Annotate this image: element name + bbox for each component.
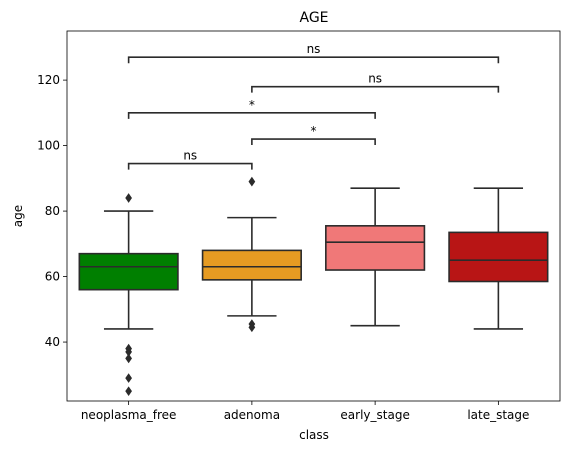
box-late_stage (448, 187, 549, 330)
significance-label: * (249, 98, 255, 112)
outlier-point (125, 353, 132, 364)
x-tick-label: late_stage (467, 408, 529, 422)
x-tick-label: early_stage (340, 408, 409, 422)
box-early_stage (325, 187, 426, 327)
bracket-line (127, 56, 500, 64)
box-series (78, 176, 549, 397)
x-tick-label: neoplasma_free (81, 408, 177, 422)
box-adenoma (201, 176, 302, 333)
bracket-line (251, 85, 500, 93)
plot-area-frame (66, 30, 561, 402)
interquartile-box (201, 249, 302, 281)
bracket-line (251, 138, 376, 146)
x-tick-label: adenoma (224, 408, 280, 422)
outlier-point (125, 373, 132, 383)
y-tick-label: 40 (45, 335, 60, 349)
outlier-point (125, 193, 132, 203)
interquartile-box (325, 225, 426, 271)
significance-bracket: ns (127, 149, 253, 170)
significance-bracket: * (127, 98, 376, 119)
axes: 40 60 80 100 120 neoplasma_free adenoma early_s… (37, 30, 561, 422)
outlier-point (248, 176, 256, 187)
significance-bracket: * (251, 124, 376, 146)
interquartile-box (78, 252, 179, 291)
x-axis-label: class (299, 428, 329, 442)
outlier-point (125, 347, 132, 357)
y-tick-label: 60 (45, 270, 60, 284)
significance-bracket: ns (127, 42, 500, 64)
y-tick-label: 80 (45, 204, 60, 218)
significance-bracket: ns (251, 72, 500, 93)
y-tick-label: 100 (37, 139, 60, 153)
significance-label: ns (368, 72, 382, 86)
significance-label: * (311, 124, 317, 138)
box-neoplasma_free (78, 193, 179, 397)
outlier-point (125, 386, 132, 397)
significance-label: ns (307, 42, 321, 56)
y-tick-label: 120 (37, 73, 60, 87)
outlier-point (248, 322, 256, 333)
bracket-line (127, 162, 253, 170)
y-axis-label: age (11, 205, 25, 227)
interquartile-box (448, 231, 549, 283)
chart-title: AGE (299, 10, 328, 26)
bracket-line (127, 112, 376, 119)
significance-label: ns (183, 149, 197, 163)
significance-annotations: ns * * ns ns (127, 42, 500, 170)
